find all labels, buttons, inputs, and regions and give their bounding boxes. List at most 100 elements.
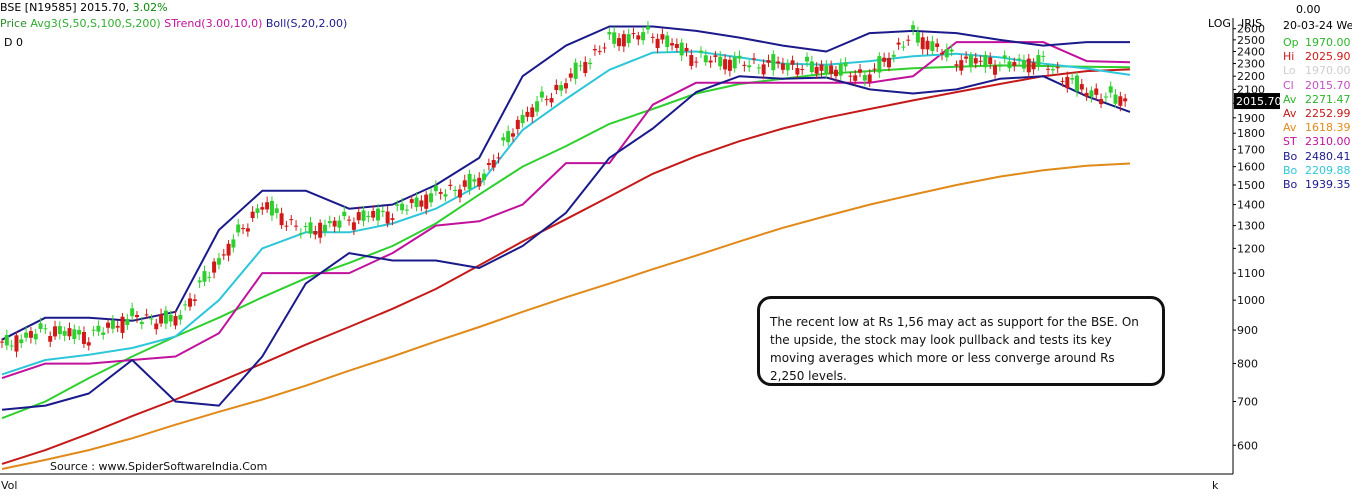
candle-body	[549, 98, 554, 103]
candle-body	[949, 49, 954, 52]
candle-body	[197, 280, 202, 283]
candle-body	[756, 67, 761, 69]
candle-body	[1118, 96, 1123, 106]
candle-body	[1094, 88, 1099, 95]
candle-body	[303, 226, 308, 228]
candle-body	[390, 218, 395, 220]
candle-body	[139, 321, 144, 325]
info-label: Bo	[1283, 149, 1298, 163]
candle-body	[482, 173, 487, 180]
candle-body	[110, 320, 115, 329]
candle-body	[173, 315, 178, 326]
info-row: Lo 1970.00	[1283, 64, 1351, 77]
candle-body	[462, 180, 467, 187]
candle-body	[824, 65, 829, 75]
info-label: Cl	[1283, 78, 1294, 92]
candle-body	[1060, 80, 1065, 82]
candle-body	[19, 339, 24, 344]
candle-body	[544, 99, 549, 101]
candle-body	[944, 49, 949, 58]
candle-body	[718, 56, 723, 67]
candle-body	[684, 47, 689, 52]
info-row: Av 2252.99	[1283, 107, 1351, 120]
candle-body	[670, 43, 675, 46]
candle-body	[443, 194, 448, 197]
candle-body	[424, 194, 429, 209]
candle-body	[467, 173, 472, 190]
y-tick-label: 800	[1237, 358, 1258, 371]
candle-body	[645, 26, 650, 30]
candle-body	[814, 66, 819, 74]
candle-body	[564, 83, 568, 89]
candle-body	[274, 208, 279, 213]
change-value: 3.02%	[132, 1, 168, 14]
candle-body	[226, 243, 231, 256]
candle-body	[694, 61, 699, 63]
candle-body	[429, 193, 434, 203]
annotation-box: The recent low at Rs 1,56 may act as sup…	[757, 296, 1165, 386]
candle-body	[988, 57, 993, 65]
candle-body	[940, 52, 944, 55]
candle-body	[216, 258, 221, 265]
candle-body	[347, 219, 352, 221]
candle-body	[322, 224, 327, 232]
price-value: 2015.70,	[80, 1, 130, 14]
candle-body	[371, 210, 376, 218]
candle-body	[28, 331, 33, 338]
info-row: Av 1618.39	[1283, 121, 1351, 134]
candle-body	[578, 65, 583, 67]
candle-body	[588, 62, 593, 65]
candle-body	[183, 304, 188, 306]
candle-body	[597, 51, 602, 53]
info-date: 20-03-24 We	[1283, 19, 1352, 32]
candle-body	[510, 133, 515, 137]
series-line-boll-lower	[1, 75, 1131, 411]
candle-body	[891, 54, 896, 57]
candle-body	[236, 224, 241, 233]
vol-label: Vol	[1, 479, 18, 492]
candle-body	[1074, 75, 1079, 92]
candle-body	[1036, 55, 1041, 67]
candle-body	[776, 61, 781, 64]
candle-body	[935, 43, 940, 47]
header-line-1: BSE [N19585] 2015.70, 3.02%	[0, 1, 168, 14]
candle-body	[404, 209, 409, 211]
candle-body	[1099, 99, 1104, 105]
info-value: 2252.99	[1305, 107, 1351, 120]
candle-body	[809, 61, 814, 73]
candle-body	[906, 39, 911, 41]
candle-body	[959, 60, 964, 71]
candle-body	[313, 231, 318, 235]
candle-body	[409, 199, 414, 203]
candle-body	[978, 60, 983, 62]
source-credit: Source : www.SpiderSoftwareIndia.Com	[50, 460, 268, 473]
candle-body	[925, 40, 930, 50]
y-tick-label: 2300	[1237, 58, 1265, 71]
candle-body	[255, 208, 260, 213]
candle-body	[785, 63, 790, 71]
iris-label: IRIS	[1241, 17, 1263, 30]
info-label: ST	[1283, 135, 1297, 149]
candle-body	[535, 101, 540, 112]
candle-body	[125, 318, 130, 325]
candle-body	[202, 271, 207, 282]
candle-body	[723, 59, 728, 70]
price-legend: Price	[0, 17, 27, 30]
info-label: Av	[1283, 107, 1297, 120]
candle-body	[819, 64, 824, 71]
candle-body	[752, 58, 756, 60]
candle-body	[911, 25, 916, 30]
candle-body	[221, 254, 226, 256]
candle-body	[279, 213, 284, 226]
candle-body	[886, 58, 891, 68]
candle-body	[1084, 92, 1089, 97]
candle-body	[289, 219, 294, 221]
candle-body	[356, 212, 361, 221]
info-value: 2271.47	[1305, 92, 1351, 106]
y-tick-label: 1500	[1237, 179, 1265, 192]
candle-body	[520, 115, 525, 124]
y-tick-label: 2600	[1237, 23, 1265, 36]
candle-body	[862, 75, 867, 81]
candle-body	[920, 37, 925, 50]
candle-body	[602, 47, 607, 49]
